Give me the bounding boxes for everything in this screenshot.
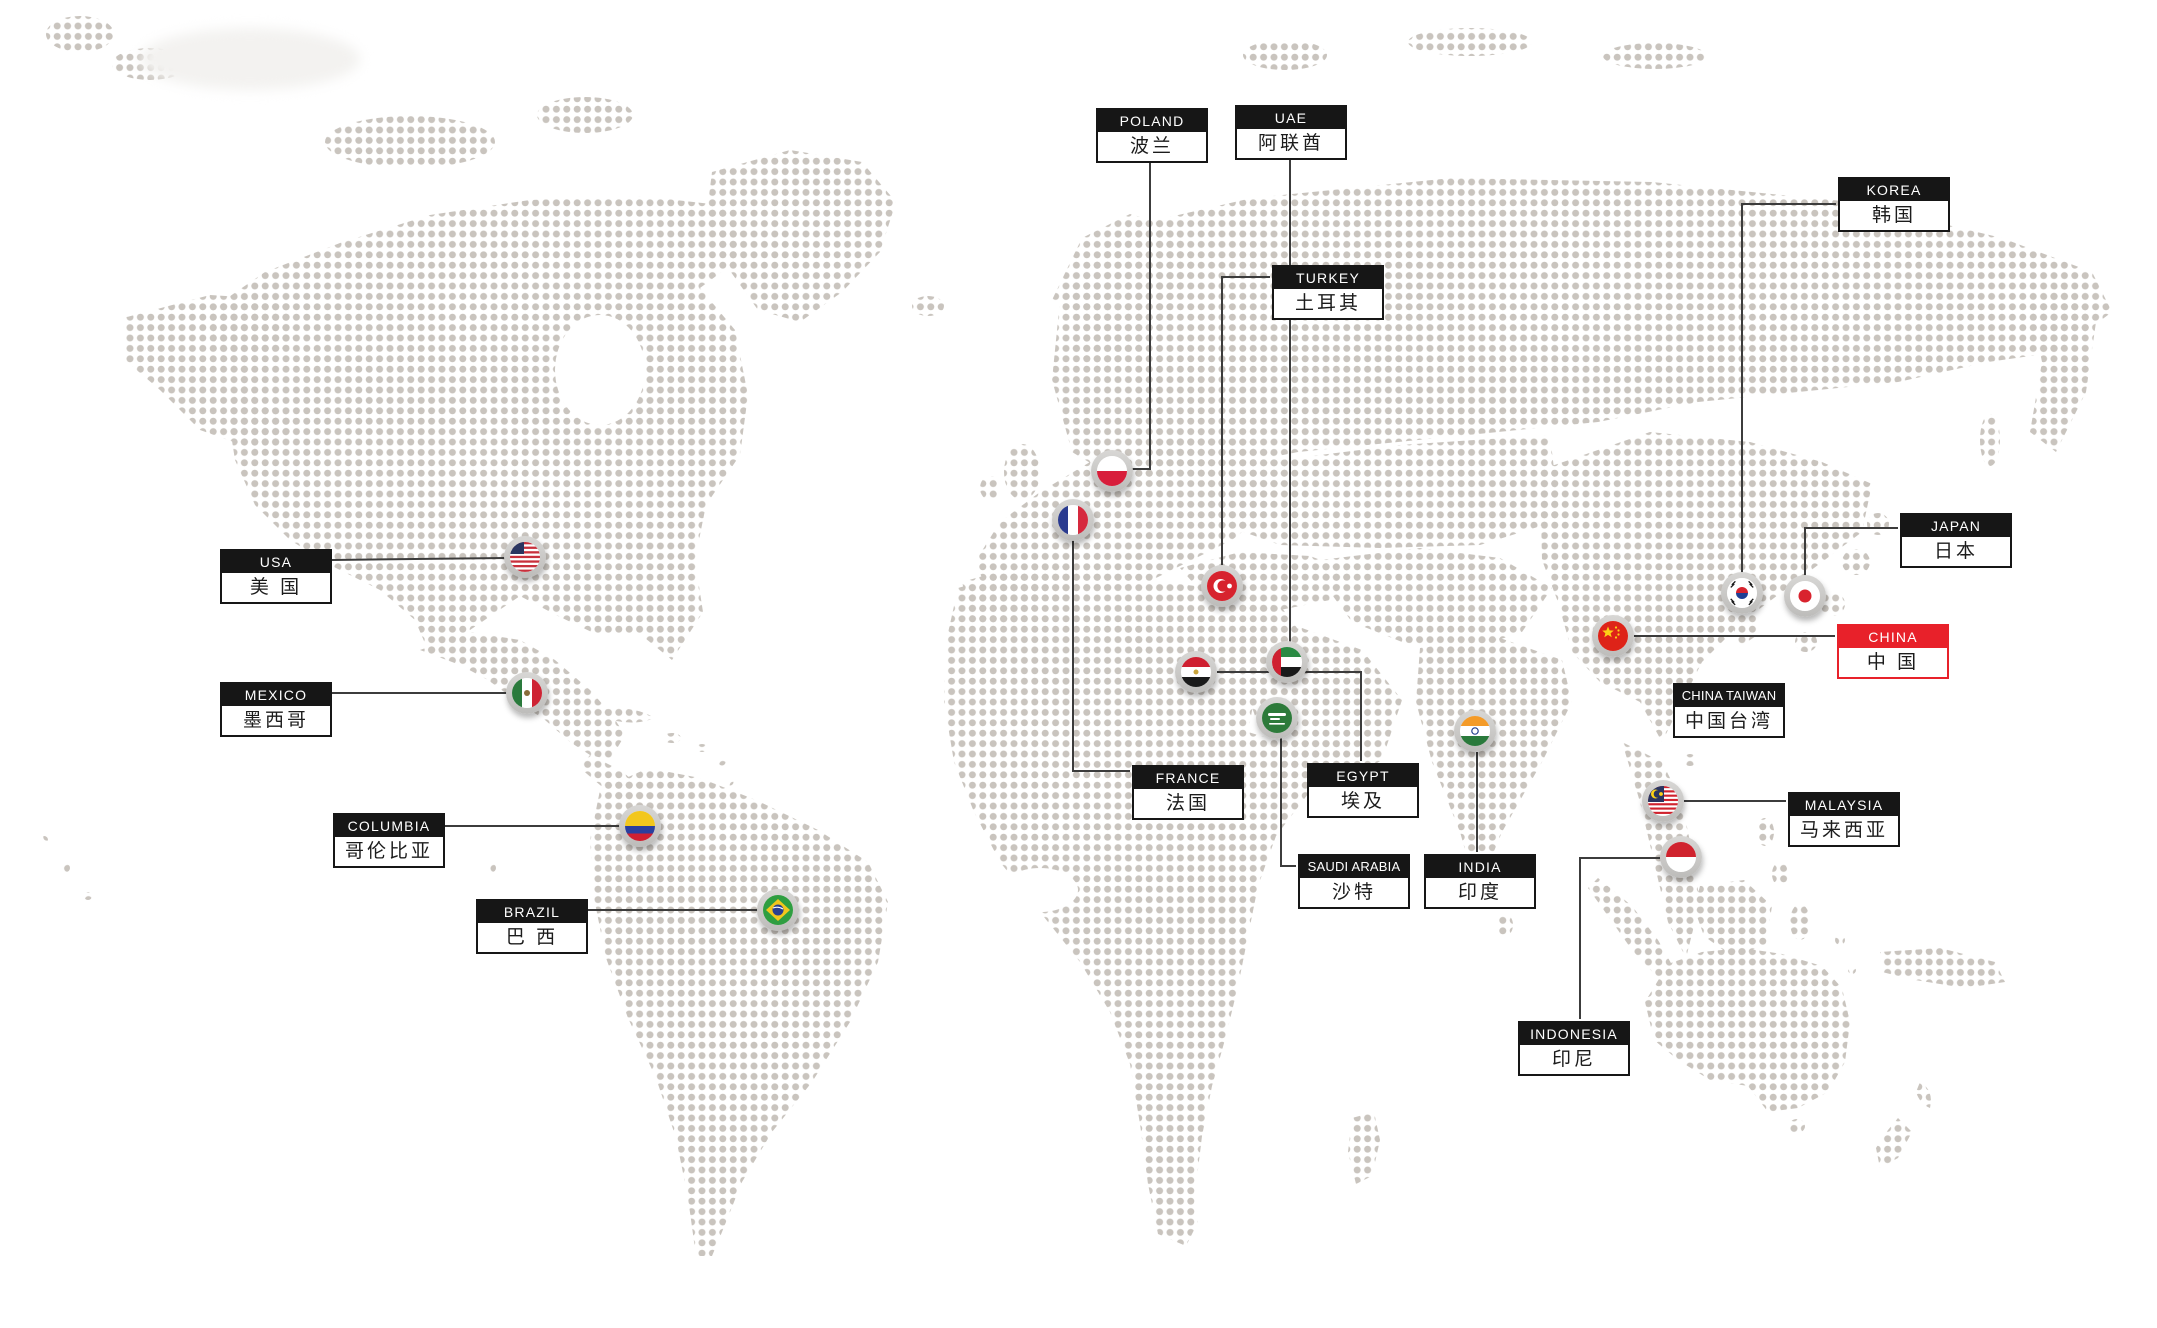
label-malaysia-en: MALAYSIA xyxy=(1790,794,1898,816)
label-japan: JAPAN 日本 xyxy=(1900,513,2012,568)
label-china-taiwan-en: CHINA TAIWAN xyxy=(1675,685,1783,707)
label-saudi-arabia-en: SAUDI ARABIA xyxy=(1300,856,1408,878)
label-mexico: MEXICO 墨西哥 xyxy=(220,682,332,737)
label-india-zh: 印度 xyxy=(1457,882,1502,903)
brazil-flag-icon xyxy=(763,895,793,925)
marker-usa[interactable] xyxy=(504,536,546,578)
marker-china[interactable] xyxy=(1592,615,1634,657)
label-usa-zh: 美 国 xyxy=(249,577,303,598)
label-poland-zh: 波兰 xyxy=(1129,136,1174,157)
label-brazil-en: BRAZIL xyxy=(478,901,586,923)
poland-flag-icon xyxy=(1097,456,1127,486)
label-indonesia: INDONESIA 印尼 xyxy=(1518,1021,1630,1076)
india-flag-icon xyxy=(1460,716,1490,746)
columbia-flag-icon xyxy=(625,811,655,841)
label-korea: KOREA 韩国 xyxy=(1838,177,1950,232)
indonesia-flag-icon xyxy=(1666,842,1696,872)
label-france-zh: 法国 xyxy=(1165,793,1210,814)
marker-france[interactable] xyxy=(1052,499,1094,541)
label-indonesia-zh: 印尼 xyxy=(1551,1049,1596,1070)
marker-columbia[interactable] xyxy=(619,805,661,847)
label-japan-zh: 日本 xyxy=(1933,541,1978,562)
marker-indonesia[interactable] xyxy=(1660,836,1702,878)
marker-saudi-arabia[interactable] xyxy=(1256,697,1298,739)
label-mexico-en: MEXICO xyxy=(222,684,330,706)
japan-flag-icon xyxy=(1790,581,1820,611)
label-saudi-arabia: SAUDI ARABIA 沙特 xyxy=(1298,854,1410,909)
label-china-taiwan-zh: 中国台湾 xyxy=(1684,711,1773,732)
label-columbia-zh: 哥伦比亚 xyxy=(344,841,433,862)
label-indonesia-en: INDONESIA xyxy=(1520,1023,1628,1045)
label-saudi-arabia-zh: 沙特 xyxy=(1331,882,1376,903)
label-mexico-zh: 墨西哥 xyxy=(242,710,309,731)
label-china: CHINA 中 国 xyxy=(1837,624,1949,679)
marker-malaysia[interactable] xyxy=(1642,780,1684,822)
egypt-flag-icon xyxy=(1181,657,1211,687)
marker-uae[interactable] xyxy=(1266,641,1308,683)
connector-france xyxy=(1072,540,1130,772)
label-malaysia-zh: 马来西亚 xyxy=(1799,820,1888,841)
label-uae-en: UAE xyxy=(1237,107,1345,129)
connector-korea xyxy=(1741,203,1836,574)
mexico-flag-icon xyxy=(512,678,542,708)
saudi-arabia-flag-icon xyxy=(1262,703,1292,733)
label-poland: POLAND 波兰 xyxy=(1096,108,1208,163)
connector-usa xyxy=(331,557,506,561)
uae-flag-icon xyxy=(1272,647,1302,677)
label-turkey-zh: 土耳其 xyxy=(1294,293,1361,314)
usa-flag-icon xyxy=(510,542,540,572)
label-malaysia: MALAYSIA 马来西亚 xyxy=(1788,792,1900,847)
connector-saudi-arabia xyxy=(1280,738,1296,867)
label-egypt-en: EGYPT xyxy=(1309,765,1417,787)
label-india-en: INDIA xyxy=(1426,856,1534,878)
marker-india[interactable] xyxy=(1454,710,1496,752)
label-columbia-en: COLUMBIA xyxy=(335,815,443,837)
label-france: FRANCE 法国 xyxy=(1132,765,1244,820)
connector-turkey xyxy=(1221,276,1270,567)
label-china-zh: 中 国 xyxy=(1866,652,1920,673)
turkey-flag-icon xyxy=(1207,571,1237,601)
label-uae-zh: 阿联酋 xyxy=(1257,133,1324,154)
malaysia-flag-icon xyxy=(1648,786,1678,816)
connector-japan xyxy=(1804,527,1898,577)
label-turkey-en: TURKEY xyxy=(1274,267,1382,289)
connector-poland xyxy=(1132,162,1151,470)
label-china-taiwan: CHINA TAIWAN 中国台湾 xyxy=(1673,683,1785,738)
france-flag-icon xyxy=(1058,505,1088,535)
marker-turkey[interactable] xyxy=(1201,565,1243,607)
label-egypt: EGYPT 埃及 xyxy=(1307,763,1419,818)
label-japan-en: JAPAN xyxy=(1902,515,2010,537)
label-columbia: COLUMBIA 哥伦比亚 xyxy=(333,813,445,868)
label-usa: USA 美 国 xyxy=(220,549,332,604)
label-france-en: FRANCE xyxy=(1134,767,1242,789)
connector-indonesia xyxy=(1579,857,1660,1019)
label-poland-en: POLAND xyxy=(1098,110,1206,132)
label-india: INDIA 印度 xyxy=(1424,854,1536,909)
marker-mexico[interactable] xyxy=(506,672,548,714)
label-brazil-zh: 巴 西 xyxy=(505,927,559,948)
marker-egypt[interactable] xyxy=(1175,651,1217,693)
china-flag-icon xyxy=(1598,621,1628,651)
label-usa-en: USA xyxy=(222,551,330,573)
label-turkey: TURKEY 土耳其 xyxy=(1272,265,1384,320)
water-cutouts xyxy=(555,315,1078,912)
background-smudge xyxy=(140,28,360,90)
label-korea-zh: 韩国 xyxy=(1871,205,1916,226)
marker-brazil[interactable] xyxy=(757,889,799,931)
marker-japan[interactable] xyxy=(1784,575,1826,617)
label-china-en: CHINA xyxy=(1839,626,1947,648)
marker-korea[interactable] xyxy=(1721,572,1763,614)
marker-poland[interactable] xyxy=(1091,450,1133,492)
label-korea-en: KOREA xyxy=(1840,179,1948,201)
label-brazil: BRAZIL 巴 西 xyxy=(476,899,588,954)
label-egypt-zh: 埃及 xyxy=(1340,791,1385,812)
connector-egypt xyxy=(1217,671,1362,761)
korea-flag-icon xyxy=(1727,578,1757,608)
label-uae: UAE 阿联酋 xyxy=(1235,105,1347,160)
